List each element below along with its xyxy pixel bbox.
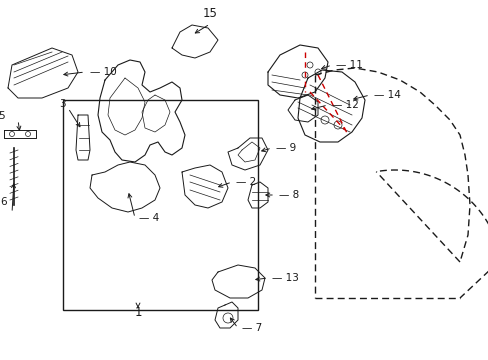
Text: 15: 15 bbox=[202, 7, 217, 20]
Text: — 9: — 9 bbox=[275, 143, 296, 153]
Text: — 4: — 4 bbox=[139, 213, 159, 223]
Text: 5: 5 bbox=[0, 111, 5, 121]
Text: 1: 1 bbox=[134, 306, 142, 319]
Text: 3: 3 bbox=[59, 99, 65, 109]
Text: — 10: — 10 bbox=[90, 67, 117, 77]
Text: — 7: — 7 bbox=[242, 323, 262, 333]
Text: — 12: — 12 bbox=[331, 100, 358, 110]
Text: — 13: — 13 bbox=[271, 273, 298, 283]
Text: — 11: — 11 bbox=[335, 60, 362, 70]
Text: — 2: — 2 bbox=[236, 177, 256, 187]
Text: — 8: — 8 bbox=[279, 190, 299, 200]
Text: — 14: — 14 bbox=[373, 90, 400, 100]
Bar bbox=[63, 100, 258, 310]
Text: 6: 6 bbox=[0, 197, 7, 207]
